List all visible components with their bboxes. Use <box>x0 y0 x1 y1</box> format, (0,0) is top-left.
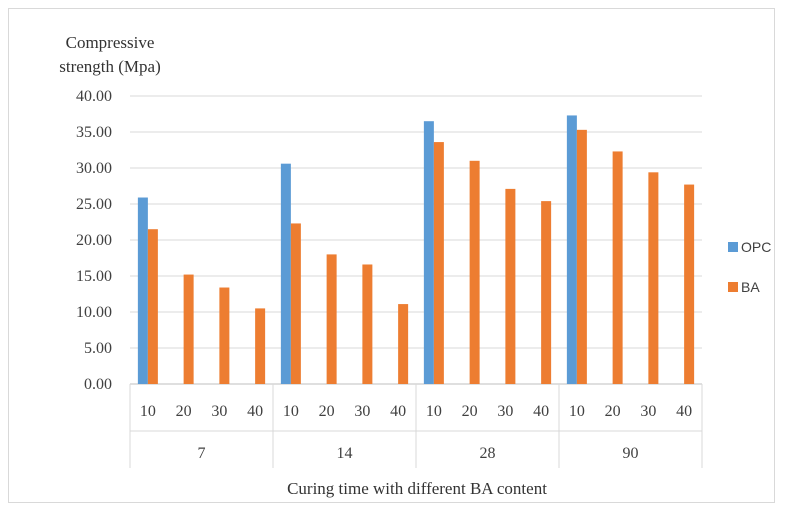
legend: OPC BA <box>728 239 771 295</box>
x-tick-label: 10 <box>283 403 299 420</box>
legend-swatch-opc <box>728 242 738 252</box>
bar-ba-28-10 <box>433 142 444 384</box>
x-tick-label: 20 <box>462 403 478 420</box>
y-axis-label-line-2: strength (Mpa) <box>59 57 161 76</box>
bar-ba-7-20 <box>183 274 194 384</box>
bar-ba-90-20 <box>612 151 623 384</box>
x-tick-label: 40 <box>390 403 406 420</box>
x-tick-label: 30 <box>497 403 513 420</box>
y-axis-label: Compressive strength (Mpa) <box>59 33 161 76</box>
chart-frame <box>8 8 775 503</box>
x-tick-label: 30 <box>640 403 656 420</box>
bar-ba-28-40 <box>541 201 552 384</box>
x-axis-label: Curing time with different BA content <box>287 479 547 498</box>
x-tick-label: 30 <box>354 403 370 420</box>
y-axis-label-line-1: Compressive <box>66 33 155 52</box>
y-tick-label: 10.00 <box>76 304 112 321</box>
bar-opc-7-10 <box>137 197 148 384</box>
x-tick-label: 20 <box>605 403 621 420</box>
bar-ba-7-10 <box>147 229 158 384</box>
legend-swatch-ba <box>728 282 738 292</box>
y-tick-label: 25.00 <box>76 196 112 213</box>
y-tick-label: 0.00 <box>84 376 112 393</box>
x-tick-label: 20 <box>176 403 192 420</box>
bar-ba-28-30 <box>505 188 516 384</box>
bar-ba-14-10 <box>290 223 301 384</box>
bar-ba-14-40 <box>398 304 409 384</box>
x-tick-label: 40 <box>533 403 549 420</box>
bar-ba-90-40 <box>684 184 695 384</box>
group-label: 7 <box>198 445 206 462</box>
bar-opc-28-10 <box>423 121 434 384</box>
x-tick-label: 10 <box>426 403 442 420</box>
bar-ba-14-20 <box>326 254 337 384</box>
bar-ba-7-30 <box>219 287 230 384</box>
gridlines <box>130 95 702 385</box>
legend-label-ba: BA <box>741 279 760 295</box>
bar-opc-14-10 <box>280 163 291 384</box>
x-tick-label: 40 <box>676 403 692 420</box>
x-tick-label: 40 <box>247 403 263 420</box>
y-tick-label: 40.00 <box>76 88 112 105</box>
group-label: 90 <box>623 445 639 462</box>
group-label: 14 <box>337 445 353 462</box>
y-tick-label: 20.00 <box>76 232 112 249</box>
x-tick-label: 10 <box>569 403 585 420</box>
y-tick-label: 30.00 <box>76 160 112 177</box>
x-tick-label: 30 <box>211 403 227 420</box>
bars <box>137 115 695 384</box>
group-label: 28 <box>480 445 496 462</box>
bar-opc-90-10 <box>566 115 577 384</box>
x-axis: 10 20 30 40 10 20 30 40 10 20 30 40 10 20 30 40 7 14 28 90 <box>129 384 703 468</box>
y-tick-labels: 0.00 5.00 10.00 15.00 20.00 25.00 30.00 35.00 40… <box>76 88 112 393</box>
y-tick-label: 15.00 <box>76 268 112 285</box>
y-tick-label: 5.00 <box>84 340 112 357</box>
bar-ba-90-30 <box>648 172 659 384</box>
bar-ba-7-40 <box>255 308 266 384</box>
bar-ba-14-30 <box>362 264 373 384</box>
bar-ba-28-20 <box>469 160 480 384</box>
bar-ba-90-10 <box>576 129 587 384</box>
y-tick-label: 35.00 <box>76 124 112 141</box>
legend-label-opc: OPC <box>741 239 771 255</box>
x-tick-label: 10 <box>140 403 156 420</box>
x-tick-label: 20 <box>319 403 335 420</box>
